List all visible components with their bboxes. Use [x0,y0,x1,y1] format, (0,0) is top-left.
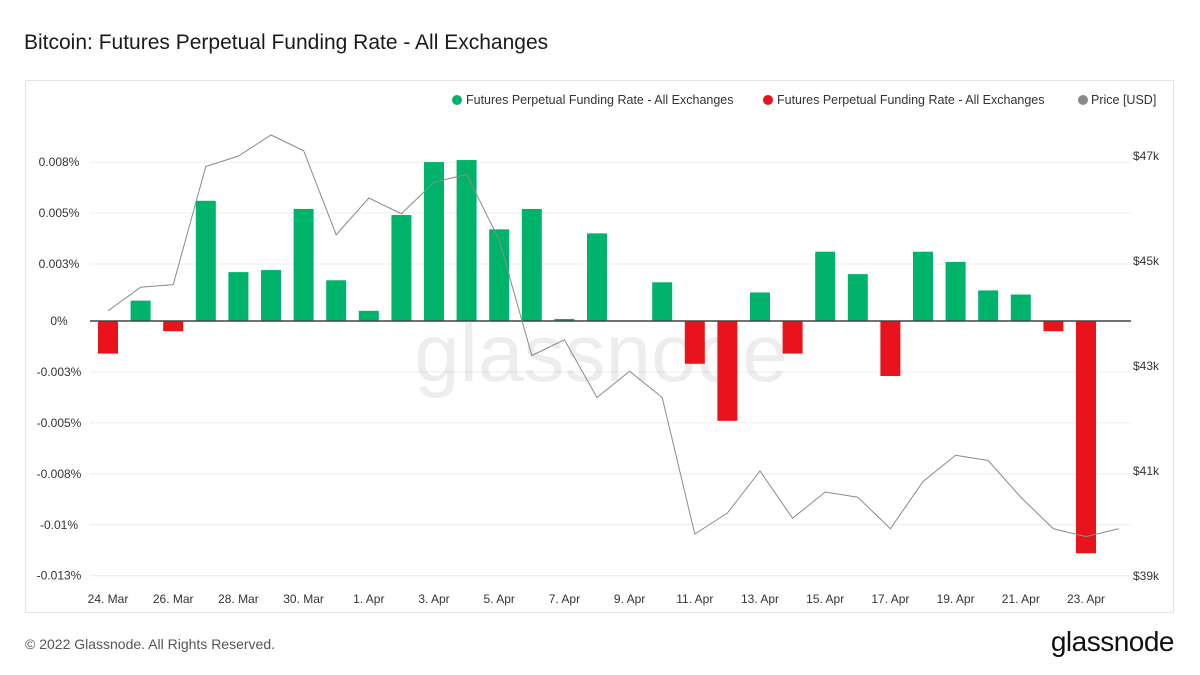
funding-rate-bar [358,310,379,321]
y-axis-right: $47k $45k $43k $41k $39k [1133,149,1160,583]
funding-rate-bar [195,200,216,321]
funding-rate-bar [293,208,314,321]
x-tick-label: 11. Apr [676,592,713,606]
y-axis-left: 0.008% 0.005% 0.003% 0% -0.003% -0.005% -0.008… [37,155,82,583]
price-line [107,134,1119,538]
funding-rate-bar [424,162,444,321]
x-tick-label: 28. Mar [218,592,259,606]
x-tick-label: 15. Apr [806,592,844,606]
funding-rate-bar [880,321,901,377]
x-tick-label: 21. Apr [1002,592,1040,606]
legend-marker-positive [452,95,462,105]
funding-rate-bar [945,261,966,321]
funding-rate-bar [489,229,510,321]
y-right-tick-label: $45k [1133,254,1160,268]
x-tick-label: 7. Apr [549,592,580,606]
y-left-tick-label: -0.013% [37,569,82,583]
x-tick-label: 24. Mar [88,592,129,606]
legend: Futures Perpetual Funding Rate - All Exc… [452,93,1156,107]
y-right-tick-label: $41k [1133,464,1160,478]
funding-rate-bar [554,318,575,321]
brand-logo: glassnode [1050,626,1175,657]
funding-rate-bar [717,321,738,421]
x-tick-label: 19. Apr [937,592,975,606]
y-left-tick-label: 0.003% [39,257,80,271]
x-tick-label: 26. Mar [153,592,194,606]
legend-label-negative: Futures Perpetual Funding Rate - All Exc… [777,93,1045,107]
funding-rate-bar [913,251,933,321]
y-left-tick-label: -0.003% [37,365,82,379]
x-axis: 24. Mar 26. Mar 28. Mar 30. Mar 1. Apr 3. Apr… [88,592,1105,606]
funding-rate-bar [261,270,281,321]
y-left-tick-label: -0.005% [37,416,82,430]
x-tick-label: 1. Apr [353,592,384,606]
x-tick-label: 9. Apr [614,592,645,606]
y-left-tick-label: 0.008% [39,155,80,169]
chart-frame: glassnode 0.008% 0.005% 0.003% 0% -0.003% -0.… [25,80,1174,613]
funding-rate-bar [326,280,347,321]
funding-rate-bar [98,321,118,354]
legend-item-price[interactable]: Price [USD] [1078,93,1156,107]
y-left-tick-label: -0.01% [40,518,78,532]
legend-marker-negative [763,95,773,105]
legend-item-negative[interactable]: Futures Perpetual Funding Rate - All Exc… [763,93,1045,107]
chart-title: Bitcoin: Futures Perpetual Funding Rate … [24,31,549,54]
funding-rate-bar [391,215,412,321]
funding-rate-bar [815,251,836,321]
grid-lines [90,161,1131,577]
funding-rate-bar [847,274,868,321]
legend-marker-price [1078,95,1088,105]
funding-rate-bar [652,282,673,321]
funding-rate-bar [1010,294,1031,321]
funding-rate-bar [684,321,705,364]
x-tick-label: 3. Apr [418,592,449,606]
x-tick-label: 30. Mar [283,592,324,606]
funding-rate-bar [456,160,477,321]
y-right-tick-label: $39k [1133,569,1160,583]
legend-label-positive: Futures Perpetual Funding Rate - All Exc… [466,93,734,107]
funding-rate-bar [521,208,542,321]
x-tick-label: 5. Apr [484,592,515,606]
funding-rate-chart: glassnode 0.008%0.005%0.003%0%-0.003%-0.… [37,93,1160,606]
funding-rate-bar [228,272,249,321]
legend-item-positive[interactable]: Futures Perpetual Funding Rate - All Exc… [452,93,734,107]
funding-rate-bar [130,300,151,321]
x-tick-label: 17. Apr [871,592,909,606]
x-tick-label: 13. Apr [741,592,779,606]
funding-rate-bar [1043,321,1064,332]
funding-rate-bar [587,233,607,321]
y-left-tick-label: 0% [50,314,68,328]
funding-rate-bar [978,290,999,321]
funding-rate-bar [163,321,184,332]
funding-rate-bar [1076,321,1096,554]
y-right-tick-label: $43k [1133,359,1160,373]
y-left-tick-label: 0.005% [39,206,80,220]
funding-rate-bar [750,292,770,321]
funding-rate-bars [98,160,1096,554]
x-tick-label: 23. Apr [1067,592,1105,606]
copyright-text: © 2022 Glassnode. All Rights Reserved. [25,636,276,652]
y-right-tick-label: $47k [1133,149,1160,163]
funding-rate-bar [782,321,803,354]
y-left-tick-label: -0.008% [37,467,82,481]
legend-label-price: Price [USD] [1091,93,1156,107]
